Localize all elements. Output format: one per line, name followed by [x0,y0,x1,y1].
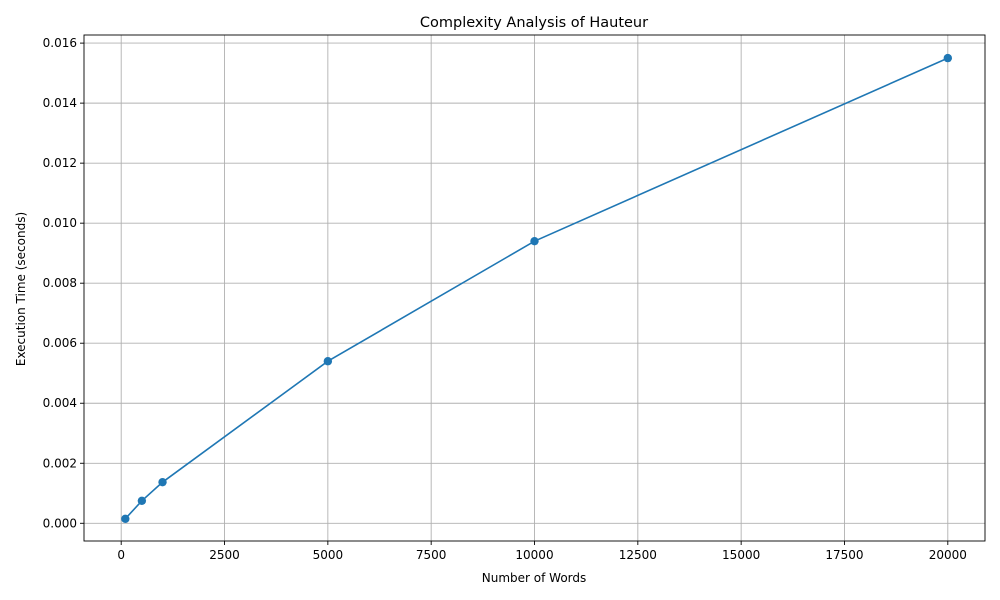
data-point [137,496,147,505]
data-point [530,236,539,246]
x-tick-label: 0 [117,548,125,562]
x-tick-label: 12500 [619,548,657,562]
data-point [323,357,333,366]
chart-title: Complexity Analysis of Hauteur [420,15,648,31]
x-tick-label: 17500 [825,548,863,562]
x-tick-label: 15000 [722,548,760,562]
x-tick-label: 10000 [515,548,553,562]
y-tick-label: 0.012 [43,156,77,170]
series-line [124,57,949,520]
y-tick-label: 0.000 [43,516,77,530]
y-tick-label: 0.014 [43,96,77,110]
x-axis-label: Number of Words [482,571,587,585]
y-tick-label: 0.010 [43,216,77,230]
y-tick-label: 0.008 [43,276,77,290]
y-tick-label: 0.004 [43,396,77,410]
plot-frame [83,34,986,542]
data-point [943,53,953,63]
y-axis-label: Execution Time (seconds) [14,212,28,366]
y-tick-label: 0.006 [43,336,77,350]
x-tick-label: 2500 [209,548,240,562]
x-axis-ticks: 0 2500 5000 7500 10000 12500 15000 17500 20000 [117,541,967,562]
data-point [158,477,167,487]
data-point [121,514,130,523]
grid [84,35,985,541]
x-tick-label: 5000 [313,548,344,562]
y-tick-label: 0.002 [43,456,77,470]
series-layer [121,53,953,523]
x-tick-label: 20000 [929,548,967,562]
y-tick-label: 0.016 [43,36,77,50]
x-tick-label: 7500 [416,548,447,562]
y-axis-ticks: 0.000 0.002 0.004 0.006 0.008 0.010 0.012 0.014… [43,36,84,530]
